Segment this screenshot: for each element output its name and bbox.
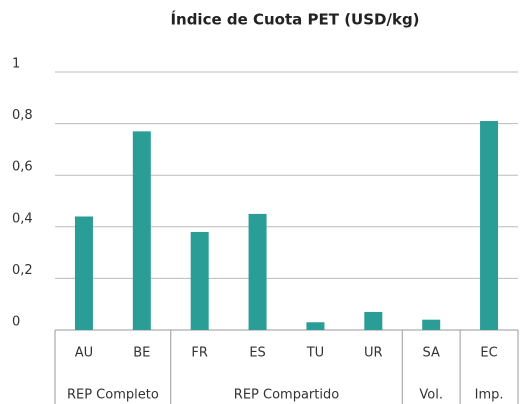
group-label: REP Compartido [234,388,339,403]
y-tick-label: 0 [12,315,20,330]
bar [190,231,209,330]
y-tick-label: 0,4 [12,211,33,226]
bar [74,216,93,330]
y-tick-label: 0,8 [12,108,33,123]
chart-title: Índice de Cuota PET (USD/kg) [170,10,419,29]
x-tick-label: AU [75,346,93,361]
x-tick-label: EC [480,346,497,361]
y-tick-label: 0,6 [12,160,33,175]
bar [480,121,499,331]
x-tick-label: SA [422,346,439,361]
x-tick-label: UR [364,346,383,361]
bar [248,213,267,330]
x-tick-label: TU [306,346,324,361]
bar [364,311,383,330]
x-tick-label: ES [249,346,265,361]
group-label: Vol. [419,388,443,403]
bar [422,319,441,330]
y-tick-label: 1 [12,57,20,72]
x-tick-label: BE [133,346,150,361]
bar [132,131,151,330]
y-tick-label: 0,2 [12,263,33,278]
group-label: Imp. [475,388,504,403]
bar [306,322,325,330]
group-label: REP Completo [67,388,159,403]
x-tick-label: FR [191,346,208,361]
